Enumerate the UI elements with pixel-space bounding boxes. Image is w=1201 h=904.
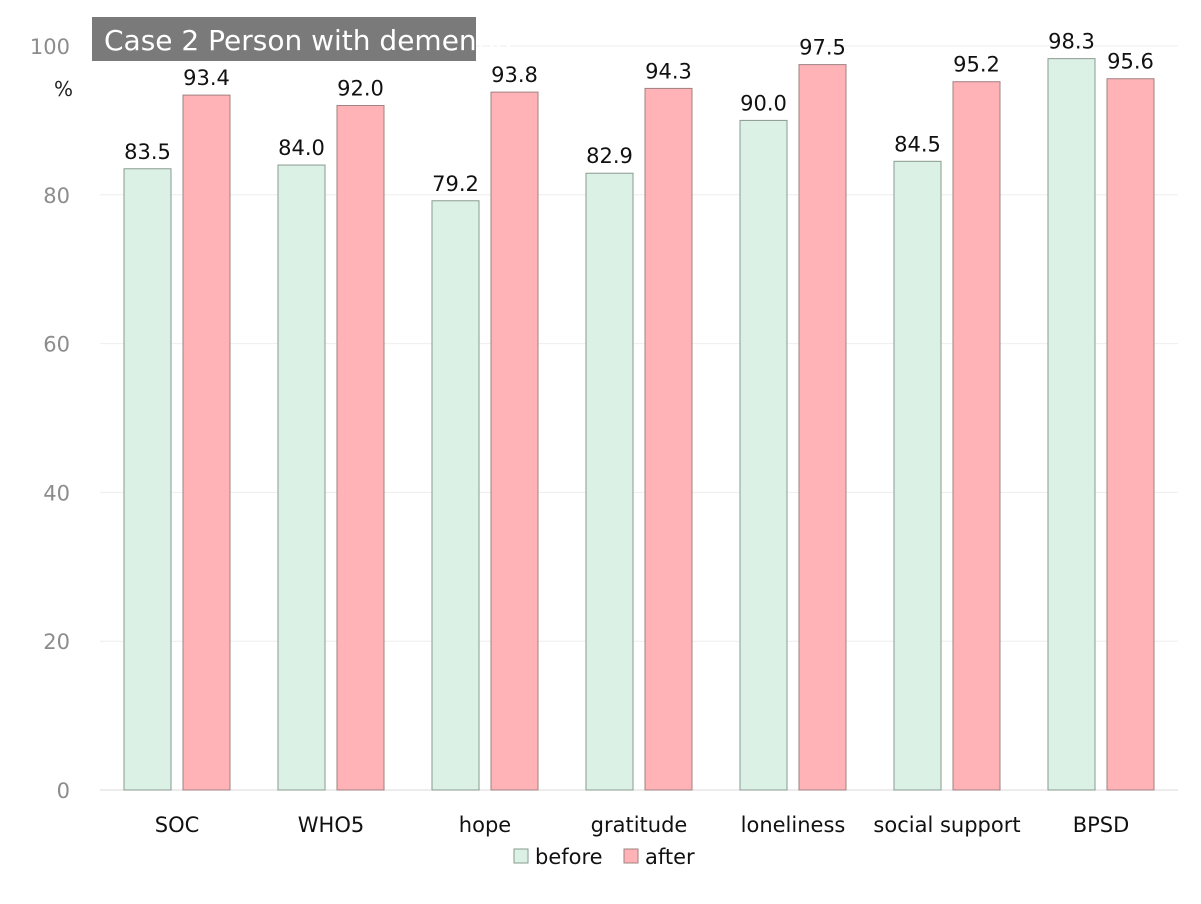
category-label: social support [873, 813, 1020, 837]
data-label-before: 79.2 [432, 172, 479, 196]
data-label-after: 97.5 [799, 36, 846, 60]
data-labels: 83.5 93.4 84.0 92.0 79.2 93.8 82.9 94.3 90.0 97.5… [124, 30, 1154, 196]
bar-before [893, 160, 942, 791]
legend-swatch-after [623, 848, 639, 864]
y-axis-label: % [54, 77, 73, 101]
bar-after [644, 87, 693, 791]
data-label-after: 92.0 [337, 77, 384, 101]
bar-before [585, 172, 634, 791]
category-label: loneliness [741, 813, 846, 837]
bar-after [952, 81, 1001, 791]
legend-label-before: before [535, 845, 603, 869]
bar-after [490, 91, 539, 791]
y-tick-label: 20 [43, 630, 70, 654]
data-label-after: 95.6 [1107, 50, 1154, 74]
y-tick-label: 0 [57, 779, 70, 803]
y-tick-label: 80 [43, 184, 70, 208]
bar-after [182, 94, 231, 791]
data-label-after: 93.4 [183, 66, 230, 90]
bar-after [1106, 78, 1155, 791]
data-label-before: 90.0 [740, 91, 787, 115]
chart-title-text: Case 2 Person with dementia [104, 24, 513, 57]
category-labels: SOC WHO5 hope gratitude loneliness social sup… [155, 813, 1130, 837]
data-label-before: 98.3 [1048, 30, 1095, 54]
category-label: BPSD [1073, 813, 1130, 837]
y-axis-ticks: 0 20 40 60 80 100 [30, 35, 70, 803]
bar-after [336, 105, 385, 791]
category-label: hope [459, 813, 511, 837]
y-tick-label: 40 [43, 481, 70, 505]
bar-before [277, 164, 326, 791]
y-tick-label: 100 [30, 35, 70, 59]
bar-after [798, 64, 847, 791]
legend-swatch-before [513, 848, 529, 864]
bar-before [123, 168, 172, 791]
legend: before after [513, 845, 695, 869]
bar-before [1047, 58, 1096, 791]
data-label-before: 84.5 [894, 132, 941, 156]
data-label-after: 93.8 [491, 63, 538, 87]
category-label: gratitude [591, 813, 688, 837]
gridlines [100, 45, 1178, 642]
bar-before [431, 200, 480, 791]
chart-title: Case 2 Person with dementia [92, 17, 513, 61]
chart-title-background [92, 17, 476, 61]
data-label-after: 95.2 [953, 53, 1000, 77]
data-label-before: 83.5 [124, 140, 171, 164]
y-tick-label: 60 [43, 333, 70, 357]
bar-before [739, 119, 788, 791]
data-label-before: 82.9 [586, 144, 633, 168]
category-label: SOC [155, 813, 200, 837]
data-label-after: 94.3 [645, 59, 692, 83]
legend-label-after: after [645, 845, 695, 869]
data-label-before: 84.0 [278, 136, 325, 160]
category-label: WHO5 [298, 813, 364, 837]
bars [123, 58, 1155, 791]
